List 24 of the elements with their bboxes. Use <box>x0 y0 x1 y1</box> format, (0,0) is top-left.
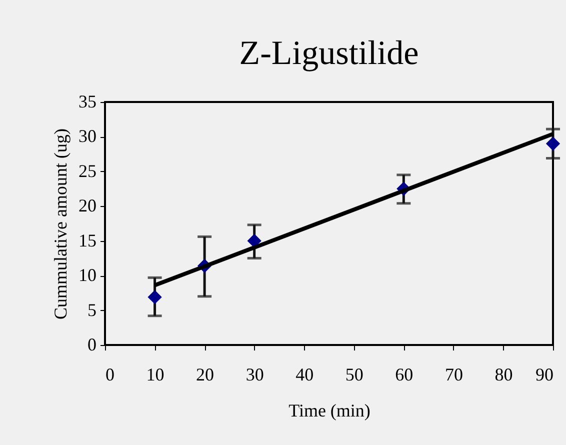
x-tick-label: 70 <box>444 364 463 384</box>
y-tick-label: 0 <box>88 334 96 354</box>
point <box>546 136 560 151</box>
x-tick-label: 10 <box>146 364 164 384</box>
y-tick-label: 30 <box>78 126 96 146</box>
x-tick-label: 20 <box>196 364 214 384</box>
y-tick-label: 15 <box>78 230 96 250</box>
y-tick-label: 10 <box>78 265 96 286</box>
y-axis-title: Cummulative amount (ug) <box>50 128 70 320</box>
point <box>148 290 162 304</box>
x-tick-label: 30 <box>246 364 264 384</box>
point <box>247 234 262 248</box>
x-tick-label: 90 <box>536 364 554 384</box>
x-tick-label: 60 <box>395 364 414 384</box>
y-tick-label: 25 <box>78 160 96 181</box>
x-tick-label: 80 <box>494 364 513 384</box>
x-tick-label: 0 <box>106 364 114 384</box>
x-tick-label: 50 <box>345 364 364 384</box>
x-tick-label: 40 <box>296 364 314 384</box>
x-axis-title: Time (min) <box>288 400 370 420</box>
chart-title: Z-Ligustilide <box>239 35 419 72</box>
y-tick-label: 5 <box>88 300 96 320</box>
y-tick-label: 20 <box>78 196 96 216</box>
y-tick-label: 35 <box>78 92 96 112</box>
